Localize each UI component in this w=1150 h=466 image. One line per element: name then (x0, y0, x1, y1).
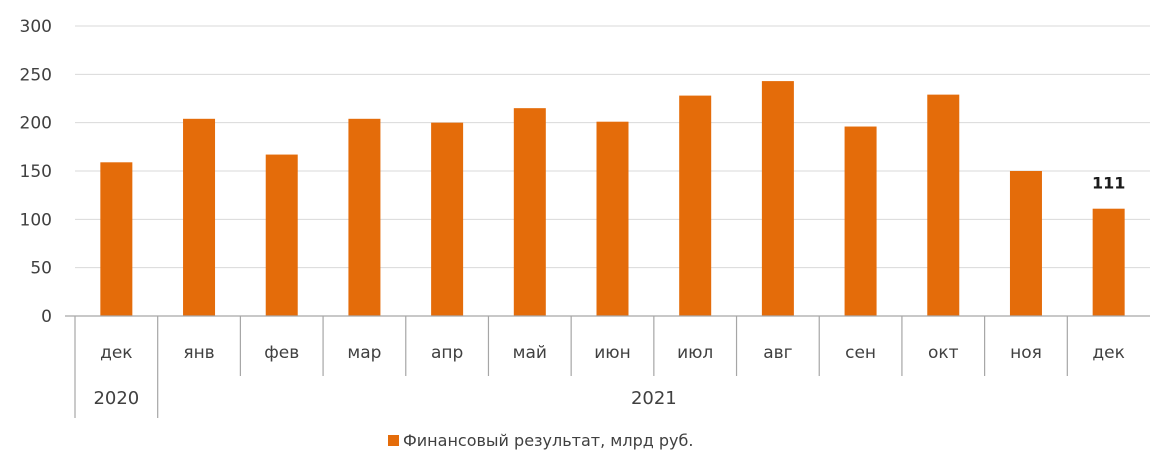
x-tick-label: авг (763, 343, 792, 363)
legend-swatch (388, 435, 399, 446)
bar (431, 122, 464, 317)
y-tick-label: 300 (20, 17, 52, 37)
y-tick-label: 200 (20, 114, 52, 134)
y-tick-label: 100 (20, 210, 52, 230)
bar (183, 118, 216, 316)
bar (1009, 171, 1042, 316)
bar (1092, 208, 1125, 316)
x-year-label: 2021 (631, 388, 677, 409)
x-tick-label: апр (431, 343, 463, 363)
y-tick-label: 150 (20, 162, 52, 182)
x-tick-label: янв (183, 343, 214, 363)
bar (513, 108, 546, 317)
x-tick-label: дек (100, 343, 132, 363)
bars (100, 81, 1125, 317)
y-tick-label: 0 (41, 307, 52, 327)
bar (265, 154, 298, 316)
data-labels: 111 (1092, 174, 1125, 193)
x-tick-label: фев (264, 343, 299, 363)
data-label: 111 (1092, 174, 1125, 193)
x-tick-label: дек (1092, 343, 1124, 363)
x-axis-year-labels: 2020 2021 (93, 388, 676, 409)
bar (348, 118, 381, 316)
x-tick-label: июл (677, 343, 713, 363)
x-tick-label: май (513, 343, 547, 363)
x-tick-label: сен (845, 343, 876, 363)
y-tick-label: 50 (30, 259, 52, 279)
y-tick-label: 250 (20, 65, 52, 85)
bar (927, 94, 960, 316)
x-year-label: 2020 (93, 388, 139, 409)
y-axis-tick-labels: 0 50 100 150 200 250 300 (20, 17, 52, 327)
x-axis (65, 315, 1150, 418)
bar (844, 126, 877, 317)
legend: Финансовый результат, млрд руб. (388, 431, 693, 450)
legend-label: Финансовый результат, млрд руб. (403, 431, 693, 450)
bar (679, 95, 712, 316)
bar (100, 162, 133, 316)
x-tick-label: мар (347, 343, 381, 363)
bar (761, 81, 794, 316)
x-tick-label: июн (594, 343, 630, 363)
x-tick-label: окт (928, 343, 959, 363)
x-axis-category-labels: дек янв фев мар апр май июн июл авг сен окт ноя дек (100, 343, 1125, 363)
x-tick-label: ноя (1010, 343, 1042, 363)
bar (596, 121, 629, 316)
